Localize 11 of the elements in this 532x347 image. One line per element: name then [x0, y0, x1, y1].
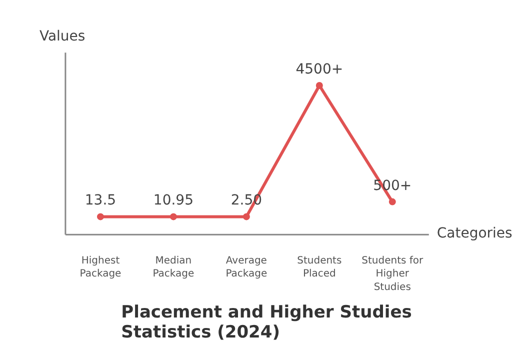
- x-tick-label: Average Package: [226, 256, 268, 280]
- text: 13.5: [84, 192, 116, 209]
- x-axis-title: Categories: [436, 226, 512, 242]
- x-tick-label: Highest Package: [80, 256, 122, 280]
- y-axis-title: Values: [39, 28, 86, 45]
- text: Placement and Higher Studies Statistics (2024): [121, 302, 412, 342]
- x-tick-label: Students Placed: [297, 256, 342, 280]
- text: 4500+: [296, 61, 344, 78]
- text: 10.95: [153, 192, 194, 209]
- x-tick-label: Median Package: [152, 256, 194, 280]
- x-tick-label: Students for Higher Studies: [362, 256, 424, 293]
